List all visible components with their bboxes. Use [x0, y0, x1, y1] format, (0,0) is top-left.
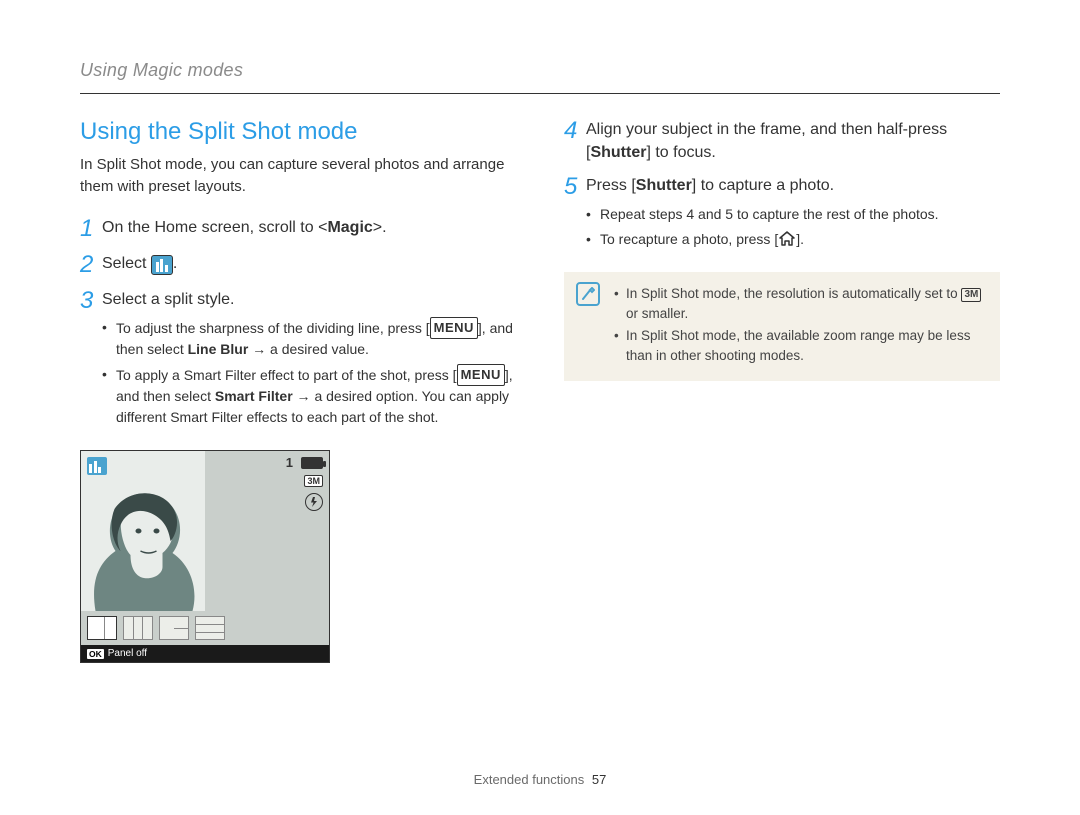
subject-silhouette — [81, 481, 205, 611]
ok-icon: OK — [87, 649, 104, 659]
step-number: 1 — [80, 216, 102, 242]
split-shot-icon — [87, 457, 107, 475]
layout-option[interactable] — [195, 616, 225, 640]
step-text: Align your subject in the frame, and the… — [586, 118, 1000, 164]
step-text: Select . — [102, 252, 516, 275]
left-column: Using the Split Shot mode In Split Shot … — [80, 118, 516, 663]
split-shot-icon — [151, 255, 173, 275]
divider — [80, 93, 1000, 94]
sub-bullets: To adjust the sharpness of the dividing … — [102, 317, 516, 428]
bullet: To recapture a photo, press []. — [586, 229, 1000, 250]
note-icon — [576, 282, 600, 306]
breadcrumb: Using Magic modes — [80, 60, 1000, 81]
page-footer: Extended functions 57 — [0, 772, 1080, 787]
layout-option[interactable] — [87, 616, 117, 640]
resolution-icon: 3M — [304, 475, 323, 487]
bullet: To adjust the sharpness of the dividing … — [102, 317, 516, 360]
layout-option[interactable] — [159, 616, 189, 640]
footer-section: Extended functions — [474, 772, 585, 787]
layout-option[interactable] — [123, 616, 153, 640]
steps-right: 4 Align your subject in the frame, and t… — [564, 118, 1000, 254]
bullet: Repeat steps 4 and 5 to capture the rest… — [586, 204, 1000, 225]
step-number: 4 — [564, 118, 586, 144]
right-column: 4 Align your subject in the frame, and t… — [564, 118, 1000, 663]
sub-bullets: Repeat steps 4 and 5 to capture the rest… — [586, 204, 1000, 250]
step-4: 4 Align your subject in the frame, and t… — [564, 118, 1000, 164]
step-text: Press [Shutter] to capture a photo. Repe… — [586, 174, 1000, 253]
step-1: 1 On the Home screen, scroll to <Magic>. — [80, 216, 516, 242]
note-item: In Split Shot mode, the available zoom r… — [614, 326, 986, 367]
step-number: 3 — [80, 288, 102, 314]
frame-count: 1 — [286, 455, 293, 470]
panel-bar: OK Panel off — [81, 645, 329, 662]
two-column-layout: Using the Split Shot mode In Split Shot … — [80, 118, 1000, 663]
section-title: Using the Split Shot mode — [80, 118, 516, 146]
preview-left-pane — [81, 451, 205, 611]
resolution-icon: 3M — [961, 288, 981, 302]
steps-left: 1 On the Home screen, scroll to <Magic>.… — [80, 216, 516, 433]
step-2: 2 Select . — [80, 252, 516, 278]
camera-preview-figure: 1 3M OK — [80, 450, 330, 663]
menu-icon: MENU — [457, 364, 505, 386]
preview-right-pane: 1 3M — [205, 451, 329, 611]
status-icons: 3M — [301, 457, 323, 511]
battery-icon — [301, 457, 323, 469]
step-number: 2 — [80, 252, 102, 278]
step-number: 5 — [564, 174, 586, 200]
step-3: 3 Select a split style. To adjust the sh… — [80, 288, 516, 432]
flash-off-icon — [305, 493, 323, 511]
step-5: 5 Press [Shutter] to capture a photo. Re… — [564, 174, 1000, 253]
step-text: On the Home screen, scroll to <Magic>. — [102, 216, 516, 239]
home-icon — [778, 231, 796, 247]
menu-icon: MENU — [430, 317, 478, 339]
step-text: Select a split style. To adjust the shar… — [102, 288, 516, 432]
note-item: In Split Shot mode, the resolution is au… — [614, 284, 986, 325]
bullet: To apply a Smart Filter effect to part o… — [102, 364, 516, 428]
panel-text: Panel off — [108, 648, 147, 659]
page-number: 57 — [592, 772, 606, 787]
intro-text: In Split Shot mode, you can capture seve… — [80, 154, 516, 198]
note-box: In Split Shot mode, the resolution is au… — [564, 272, 1000, 381]
layout-selector — [81, 611, 329, 645]
camera-screen: 1 3M — [81, 451, 329, 611]
